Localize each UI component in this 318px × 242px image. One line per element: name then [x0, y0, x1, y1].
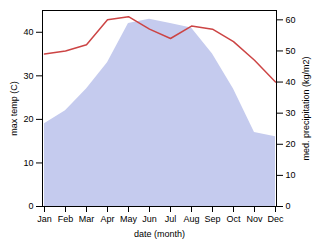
svg-text:max temp (C): max temp (C) — [9, 81, 19, 136]
svg-text:30: 30 — [23, 71, 33, 81]
svg-text:Dec: Dec — [267, 214, 284, 224]
svg-text:0: 0 — [286, 201, 291, 211]
svg-text:20: 20 — [23, 114, 33, 124]
svg-text:50: 50 — [286, 46, 296, 56]
svg-text:Jun: Jun — [142, 214, 157, 224]
svg-text:date (month): date (month) — [134, 229, 185, 239]
svg-text:60: 60 — [286, 15, 296, 25]
svg-text:Feb: Feb — [58, 214, 74, 224]
svg-text:Sep: Sep — [204, 214, 220, 224]
svg-text:Aug: Aug — [183, 214, 199, 224]
svg-text:40: 40 — [23, 27, 33, 37]
svg-text:May: May — [120, 214, 138, 224]
svg-text:10: 10 — [23, 158, 33, 168]
svg-text:Mar: Mar — [79, 214, 95, 224]
svg-text:Oct: Oct — [226, 214, 241, 224]
svg-text:med. precipitation (kg/m2): med. precipitation (kg/m2) — [301, 56, 311, 160]
svg-text:Apr: Apr — [100, 214, 114, 224]
svg-text:0: 0 — [28, 201, 33, 211]
svg-text:Nov: Nov — [246, 214, 263, 224]
svg-text:Jan: Jan — [37, 214, 52, 224]
svg-text:Jul: Jul — [165, 214, 177, 224]
svg-text:10: 10 — [286, 170, 296, 180]
svg-text:30: 30 — [286, 108, 296, 118]
svg-text:40: 40 — [286, 77, 296, 87]
svg-text:20: 20 — [286, 139, 296, 149]
